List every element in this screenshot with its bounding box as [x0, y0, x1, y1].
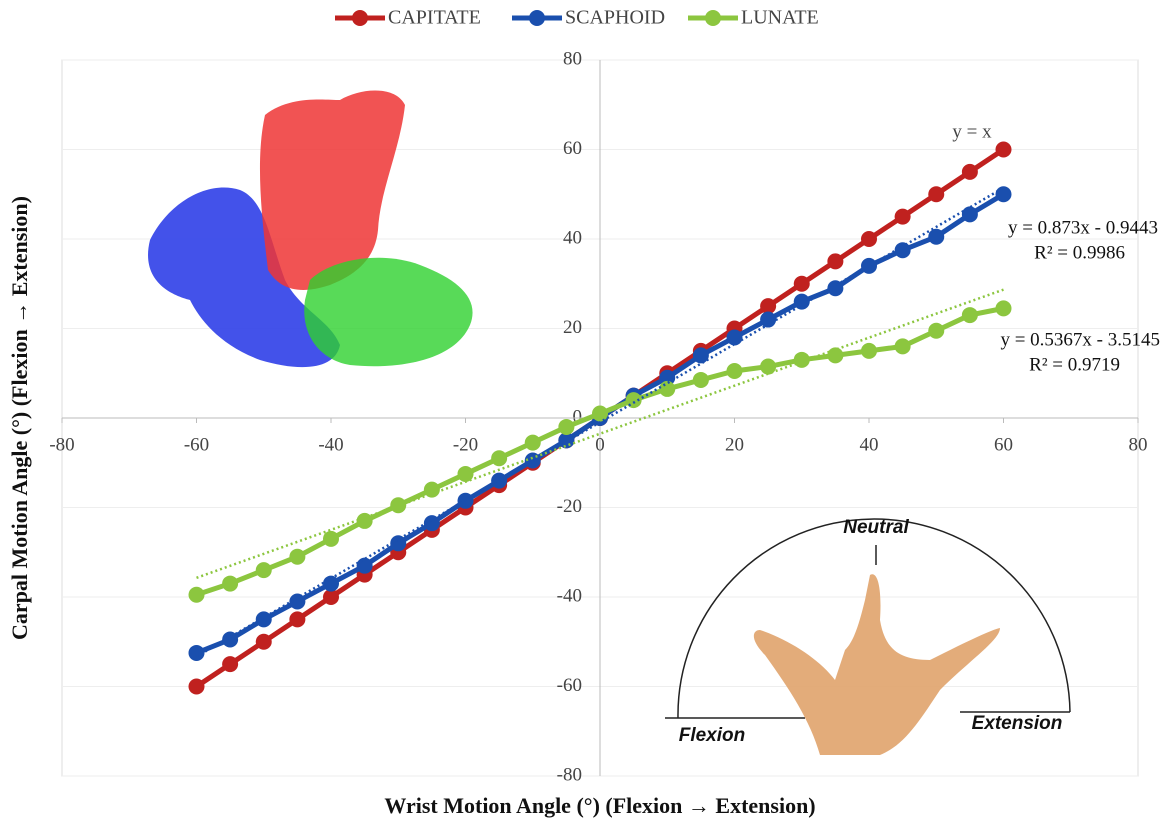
trendline-equation: y = 0.5367x - 3.5145: [1000, 329, 1160, 350]
data-point: [996, 186, 1012, 202]
data-point: [895, 338, 911, 354]
data-point: [659, 381, 675, 397]
neutral-label: Neutral: [843, 517, 909, 538]
data-point: [491, 450, 507, 466]
data-point: [962, 206, 978, 222]
legend-marker: [705, 10, 721, 26]
legend-label: CAPITATE: [388, 7, 481, 29]
y-axis-title: Carpal Motion Angle (°) (Flexion → Exten…: [7, 196, 32, 640]
lunate-bone: [304, 258, 472, 366]
chart: -80-60-40-20020406080-80-60-40-200204060…: [0, 0, 1173, 828]
data-point: [525, 435, 541, 451]
y-tick-label: -60: [557, 675, 582, 696]
data-point: [827, 253, 843, 269]
data-point: [962, 164, 978, 180]
extension-label: Extension: [972, 713, 1063, 734]
trendline-r2: R² = 0.9719: [1029, 354, 1120, 375]
x-tick-label: 40: [860, 434, 879, 455]
trendline-equation: y = 0.873x - 0.9443: [1008, 217, 1158, 238]
x-tick-label: 60: [994, 434, 1013, 455]
data-point: [928, 186, 944, 202]
data-point: [256, 634, 272, 650]
legend-marker: [352, 10, 368, 26]
data-point: [424, 482, 440, 498]
data-point: [861, 231, 877, 247]
data-point: [222, 656, 238, 672]
identity-label: y = x: [952, 121, 992, 142]
y-tick-label: 40: [563, 227, 582, 248]
data-point: [996, 142, 1012, 158]
data-point: [693, 372, 709, 388]
data-point: [222, 576, 238, 592]
data-point: [895, 242, 911, 258]
data-point: [256, 611, 272, 627]
data-point: [189, 679, 205, 695]
data-point: [558, 419, 574, 435]
data-point: [727, 329, 743, 345]
trendline-r2: R² = 0.9986: [1034, 242, 1125, 263]
y-tick-label: 80: [563, 48, 582, 69]
legend-marker: [529, 10, 545, 26]
data-point: [794, 352, 810, 368]
data-point: [592, 406, 608, 422]
hand-shape: [754, 574, 1000, 755]
data-point: [962, 307, 978, 323]
data-point: [256, 562, 272, 578]
data-point: [289, 549, 305, 565]
x-tick-label: -80: [49, 434, 74, 455]
data-point: [323, 531, 339, 547]
data-point: [861, 343, 877, 359]
data-point: [928, 229, 944, 245]
data-point: [289, 611, 305, 627]
y-tick-label: -40: [557, 585, 582, 606]
data-point: [895, 209, 911, 225]
flexion-label: Flexion: [679, 725, 746, 746]
legend-label: LUNATE: [741, 7, 819, 29]
x-tick-label: -40: [318, 434, 343, 455]
data-point: [861, 258, 877, 274]
data-point: [928, 323, 944, 339]
data-point: [996, 300, 1012, 316]
x-tick-label: -20: [453, 434, 478, 455]
y-tick-label: -20: [557, 496, 582, 517]
y-tick-label: 60: [563, 138, 582, 159]
data-point: [357, 558, 373, 574]
x-tick-label: -60: [184, 434, 209, 455]
data-point: [760, 359, 776, 375]
y-tick-label: -80: [557, 764, 582, 785]
data-point: [189, 587, 205, 603]
x-axis-title: Wrist Motion Angle (°) (Flexion → Extens…: [384, 793, 815, 818]
hand-inset: Neutral Flexion Extension: [665, 517, 1070, 755]
data-point: [794, 276, 810, 292]
x-tick-label: 20: [725, 434, 744, 455]
data-point: [390, 497, 406, 513]
y-tick-label: 20: [563, 317, 582, 338]
data-point: [693, 347, 709, 363]
x-tick-label: 80: [1129, 434, 1148, 455]
bone-illustration: [148, 90, 473, 367]
data-point: [727, 363, 743, 379]
data-point: [357, 513, 373, 529]
data-point: [827, 347, 843, 363]
legend-label: SCAPHOID: [565, 7, 665, 29]
x-tick-label: 0: [595, 434, 605, 455]
